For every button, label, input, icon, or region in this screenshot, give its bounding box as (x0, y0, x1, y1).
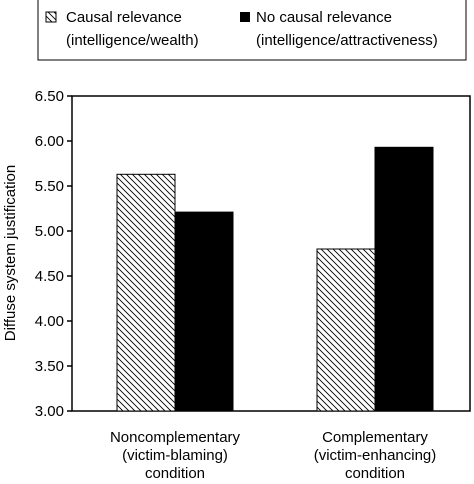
legend-label-nocausal-sub: (intelligence/attractiveness) (256, 32, 438, 49)
category-label: Complementary (322, 429, 428, 446)
x-axis: Noncomplementary(victim-blaming)conditio… (110, 429, 436, 482)
legend-label-causal-sub: (intelligence/wealth) (66, 32, 199, 49)
legend-box (37, 0, 467, 61)
category-label: condition (345, 465, 405, 482)
legend: Causal relevance (intelligence/wealth) N… (45, 9, 438, 49)
bar-causal-1 (316, 248, 376, 412)
bar-nocausal-1 (374, 146, 434, 412)
category-label: (victim-enhancing) (314, 447, 437, 464)
legend-label-causal: Causal relevance (66, 9, 182, 26)
category-label: condition (145, 465, 205, 482)
bars (116, 146, 434, 412)
y-tick-label: 5.00 (35, 223, 64, 240)
y-tick-label: 3.00 (35, 403, 64, 420)
legend-label-nocausal: No causal relevance (256, 9, 392, 26)
category-label: Noncomplementary (110, 429, 241, 446)
legend-swatch-solid (240, 12, 250, 22)
y-tick-label: 5.50 (35, 178, 64, 195)
legend-swatch-hatched (45, 11, 57, 23)
y-tick-label: 4.50 (35, 268, 64, 285)
bar-causal-0 (116, 173, 176, 412)
y-tick-label: 4.00 (35, 313, 64, 330)
y-tick-label: 3.50 (35, 358, 64, 375)
y-axis: 3.00 3.50 4.00 4.50 5.00 5.50 6.00 6.50 (35, 88, 72, 420)
y-tick-label: 6.50 (35, 88, 64, 105)
y-axis-label: Diffuse system justification (2, 165, 19, 341)
bar-nocausal-0 (174, 211, 234, 412)
category-label: (victim-blaming) (122, 447, 228, 464)
y-tick-label: 6.00 (35, 133, 64, 150)
